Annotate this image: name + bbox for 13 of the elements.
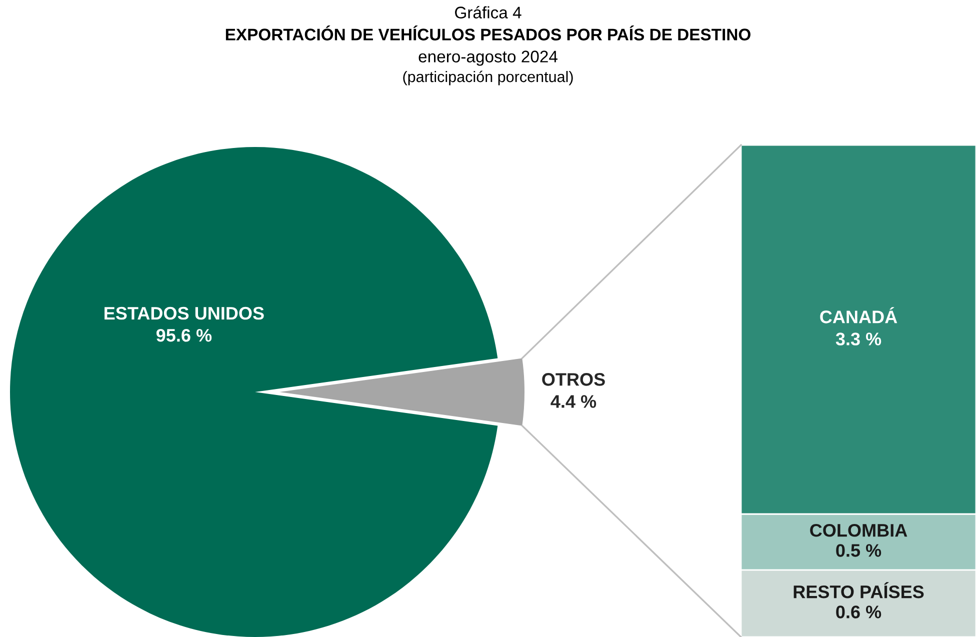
data-label: 4.4 % xyxy=(550,395,596,408)
series-label: CANADÁ xyxy=(820,307,898,324)
data-label: 0.6 % xyxy=(836,606,882,618)
text: (participación porcentual) xyxy=(403,70,573,86)
data-label: 0.5 % xyxy=(836,544,882,557)
data-label: 95.6 % xyxy=(156,328,212,342)
slice-label: ESTADOS UNIDOS xyxy=(104,306,264,320)
chart-subtitle: enero-agosto 2024 xyxy=(418,50,558,66)
chart-title: Gráfica 4 EXPORTACIÓN DE VEHÍCULOS PESADOS POR PAÍS DE DESTINO xyxy=(226,6,750,40)
series-label: RESTO PAÍSES xyxy=(794,582,924,598)
series-label: COLOMBIA xyxy=(810,524,908,537)
data-label: 3.3 % xyxy=(836,332,882,346)
slice-label: OTROS xyxy=(542,373,605,386)
